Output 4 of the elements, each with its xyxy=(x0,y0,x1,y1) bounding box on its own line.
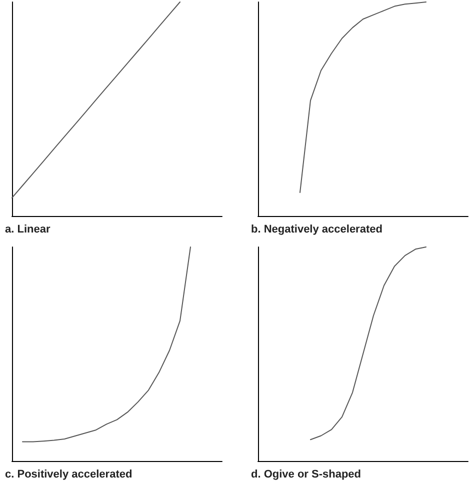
text: d. Ogive or S-shaped xyxy=(251,468,362,480)
text: c. Positively accelerated xyxy=(5,468,132,480)
text: a. Linear xyxy=(5,224,51,236)
text: b. Negatively accelerated xyxy=(251,224,382,236)
